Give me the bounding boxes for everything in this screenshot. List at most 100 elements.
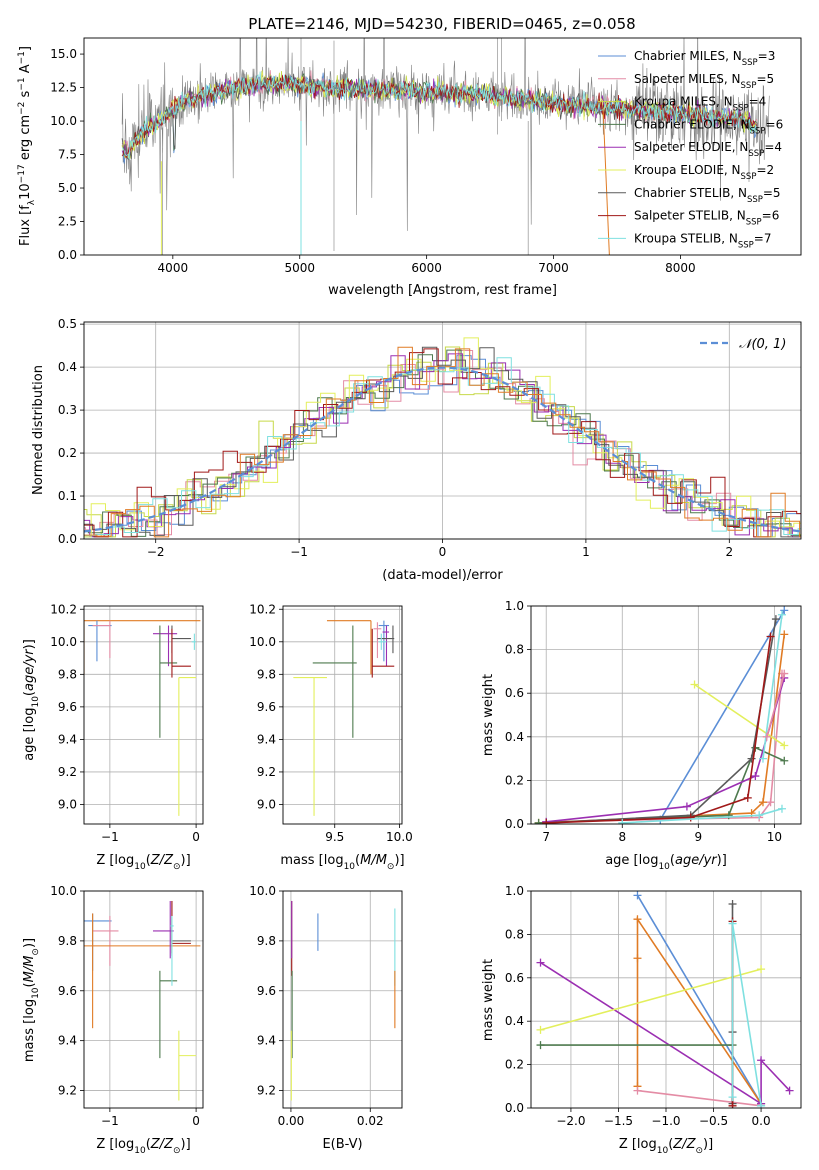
spectrum-xtick-label: 7000 bbox=[538, 261, 569, 275]
z_mass-errorbar-chabrier-elodie bbox=[159, 970, 178, 1059]
spectrum-model-chabrier-miles bbox=[122, 72, 757, 164]
legend-label-salpeter-miles: Salpeter MILES, NSSP=5 bbox=[634, 72, 774, 91]
z_age-xtick-label: −1 bbox=[101, 830, 119, 844]
z_weight-ytick-label: 0.2 bbox=[505, 1058, 524, 1072]
spectrum-xtick-label: 4000 bbox=[158, 261, 189, 275]
spectrum-ytick-label: 5.0 bbox=[58, 181, 77, 195]
residual-histogram-chabrier-miles bbox=[84, 355, 801, 538]
z_weight-ytick-label: 1.0 bbox=[505, 884, 524, 898]
z_age-errorbar-salpeter-stelib bbox=[171, 628, 191, 678]
spectrum-model-kroupa-stelib bbox=[121, 71, 757, 160]
age-weight-xlabel: age [log10(age/yr)] bbox=[605, 853, 727, 872]
legend-label-kroupa-stelib: Kroupa STELIB, NSSP=7 bbox=[634, 231, 772, 250]
residual-histogram-chabrier-stelib bbox=[84, 346, 801, 538]
z_mass-xtick-label: −1 bbox=[101, 1114, 119, 1128]
residuals-ytick-label: 0.3 bbox=[58, 403, 77, 417]
z-mass-ylabel: mass [log10(M/M⊙)] bbox=[22, 938, 41, 1062]
z_mass-ytick-label: 9.4 bbox=[58, 1034, 77, 1048]
z_weight-marker bbox=[757, 1056, 766, 1065]
residual-histogram-orange bbox=[84, 346, 801, 538]
age_weight-ytick-label: 0.4 bbox=[505, 730, 524, 744]
age_weight-ytick-label: 0.2 bbox=[505, 773, 524, 787]
z_weight-marker bbox=[728, 1101, 737, 1108]
residuals-xtick-label: 2 bbox=[725, 545, 733, 559]
z-mass-xlabel: Z [log10(Z/Z⊙)] bbox=[96, 1137, 190, 1156]
age_weight-xtick-label: 7 bbox=[542, 830, 550, 844]
age_weight-line-salpeter-miles bbox=[766, 673, 786, 738]
z_age-errorbar-chabrier-stelib bbox=[171, 625, 191, 654]
mass_age-ytick-label: 9.6 bbox=[257, 700, 276, 714]
mass_age-ytick-label: 9.4 bbox=[257, 732, 276, 746]
age_weight-marker bbox=[751, 772, 760, 781]
z_weight-line-salpeter-miles bbox=[637, 1089, 762, 1107]
z_weight-marker bbox=[785, 1086, 794, 1095]
residuals-xtick-label: −2 bbox=[147, 545, 165, 559]
z_age-ytick-label: 9.0 bbox=[58, 797, 77, 811]
z_mass-ytick-label: 10.0 bbox=[50, 884, 77, 898]
z_weight-marker bbox=[757, 965, 766, 974]
z_mass-axes: −1 0 9.2 9.4 9.6 9.8 10.0 bbox=[50, 884, 203, 1128]
spectrum-axes: 4000 5000 6000 7000 8000 0.0 2.5 5.0 7.5 10.0 12.5… bbox=[50, 47, 695, 275]
z_weight-xtick-label: −1.5 bbox=[604, 1114, 633, 1128]
legend-label-kroupa-miles: Kroupa MILES, NSSP=4 bbox=[634, 95, 766, 114]
z_weight-marker bbox=[633, 1086, 642, 1095]
z_age-ytick-label: 9.2 bbox=[58, 765, 77, 779]
residuals-ytick-label: 0.2 bbox=[58, 446, 77, 460]
age_weight-marker bbox=[780, 669, 789, 678]
mass_age-xtick-label: 10.0 bbox=[386, 830, 413, 844]
age_weight-marker bbox=[755, 811, 764, 820]
mass_age-ytick-label: 10.2 bbox=[249, 602, 276, 616]
legend-label-chabrier-elodie: Chabrier ELODIE, NSSP=6 bbox=[634, 117, 783, 136]
mass_age-errorbar-salpeter-stelib bbox=[371, 628, 395, 678]
mass_age-errorbar-chabrier-elodie bbox=[312, 625, 357, 738]
z_age-ytick-label: 10.2 bbox=[50, 602, 77, 616]
age_weight-ytick-label: 0.8 bbox=[505, 643, 524, 657]
mass_age-errorbar-kroupa-elodie bbox=[293, 677, 327, 816]
spectrum-xlabel: wavelength [Angstrom, rest frame] bbox=[328, 283, 557, 298]
z_weight-marker bbox=[757, 1101, 766, 1108]
z_age-frame bbox=[83, 605, 204, 825]
mass-age-xlabel: mass [log10(M/M⊙)] bbox=[280, 853, 404, 872]
z_weight-xtick-label: −1.0 bbox=[651, 1114, 680, 1128]
ebv_mass-frame bbox=[282, 890, 403, 1109]
z_mass-frame bbox=[83, 890, 204, 1109]
age_weight-marker bbox=[682, 802, 691, 811]
z_age-axes: −1 0 9.0 9.2 9.4 9.6 9.8 10.0 10.2 bbox=[50, 602, 203, 844]
mass_age-xtick-label: 9.5 bbox=[325, 830, 344, 844]
z_weight-ytick-label: 0.4 bbox=[505, 1014, 524, 1028]
residuals-ytick-label: 0.0 bbox=[58, 532, 77, 546]
age_weight-marker bbox=[534, 818, 543, 824]
age_weight-marker bbox=[542, 818, 551, 824]
z_mass-ytick-label: 9.2 bbox=[58, 1084, 77, 1098]
age_weight-marker bbox=[766, 632, 775, 641]
age_weight-ytick-label: 1.0 bbox=[505, 599, 524, 613]
z_weight-frame bbox=[530, 890, 802, 1109]
age_weight-marker bbox=[780, 630, 789, 639]
z_mass-ytick-label: 9.6 bbox=[58, 984, 77, 998]
z_weight-line-orange bbox=[636, 916, 762, 1105]
age_weight-xtick-label: 9 bbox=[695, 830, 703, 844]
ebv_mass-xtick-label: 0.00 bbox=[278, 1114, 305, 1128]
residuals-xtick-label: −1 bbox=[290, 545, 308, 559]
age_weight-marker bbox=[780, 606, 789, 615]
z_age-ytick-label: 9.6 bbox=[58, 700, 77, 714]
z_mass-errorbar-kroupa-stelib bbox=[170, 915, 174, 986]
z-age-xlabel: Z [log10(Z/Z⊙)] bbox=[96, 853, 190, 872]
legend-label-kroupa-elodie: Kroupa ELODIE, NSSP=2 bbox=[634, 163, 774, 182]
age_weight-ytick-label: 0.0 bbox=[505, 817, 524, 831]
residuals-frame bbox=[83, 321, 802, 540]
age_weight-marker bbox=[747, 754, 756, 763]
spectrum-ytick-label: 0.0 bbox=[58, 248, 77, 262]
age_weight-marker bbox=[762, 732, 771, 741]
mass_age-errorbar-kroupa-stelib bbox=[378, 633, 387, 650]
age_weight-frame bbox=[530, 605, 802, 825]
z_weight-xtick-label: 0.0 bbox=[752, 1114, 771, 1128]
spectrum-model-dropout bbox=[602, 107, 610, 255]
age_weight-marker bbox=[758, 754, 767, 763]
z_age-ytick-label: 10.0 bbox=[50, 635, 77, 649]
age_weight-xtick-label: 8 bbox=[618, 830, 626, 844]
z-weight-ylabel: mass weight bbox=[481, 959, 496, 1041]
z_age-errorbar-chabrier-elodie bbox=[159, 625, 178, 738]
spectrum-ytick-label: 15.0 bbox=[50, 47, 77, 61]
